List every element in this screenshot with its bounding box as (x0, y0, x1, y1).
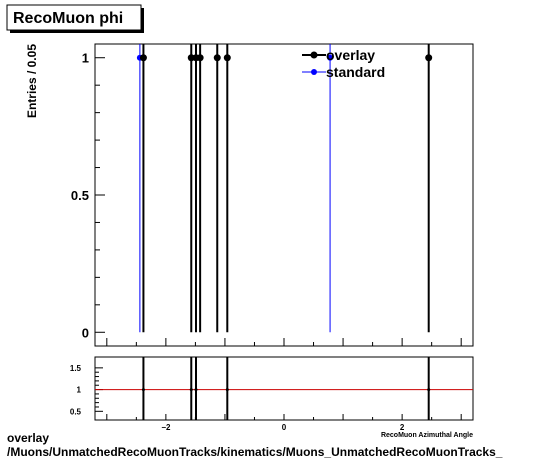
ratio-x-tick-label: −2 (161, 423, 171, 432)
y-tick-label: 0 (82, 325, 89, 340)
ratio-point (141, 388, 145, 392)
ratio-point (225, 388, 229, 392)
legend-overlay-label: overlay (326, 47, 375, 63)
ratio-x-tick-label: 2 (400, 423, 405, 432)
legend-standard-marker (311, 69, 317, 75)
ratio-y-tick-label: 1 (77, 386, 82, 395)
main-x-ticks (106, 338, 462, 346)
ratio-plot-frame (94, 356, 474, 421)
overlay-point (213, 54, 221, 62)
title-box (6, 4, 142, 31)
footer-line-2: /Muons/UnmatchedRecoMuonTracks/kinematic… (7, 445, 503, 459)
title-box-shadow (141, 8, 144, 32)
y-tick-label: 0.5 (71, 188, 89, 203)
legend: overlay standard (302, 47, 385, 80)
ratio-y-tick-label: 0.5 (70, 407, 82, 416)
y-axis-label: Entries / 0.05 (25, 44, 39, 118)
standard-point (327, 54, 334, 61)
ratio-point (189, 388, 193, 392)
ratio-x-tick-label: 0 (282, 423, 287, 432)
main-data-marks (136, 44, 433, 333)
overlay-point (139, 54, 147, 62)
legend-overlay-marker (310, 51, 318, 59)
overlay-point (425, 54, 433, 62)
ratio-y-tick-label: 1.5 (70, 364, 82, 373)
ratio-point (427, 388, 431, 392)
x-axis-label: RecoMuon Azimuthal Angle (381, 432, 473, 439)
overlay-point (196, 54, 204, 62)
overlay-point (223, 54, 231, 62)
title-box-shadow-bottom (10, 30, 144, 33)
ratio-panel: 0.5 1 1.5 −2 0 2 (70, 357, 473, 432)
y-tick-label: 1 (82, 51, 89, 66)
legend-standard-label: standard (326, 64, 385, 80)
ratio-point (194, 388, 198, 392)
chart-title: RecoMuon phi (13, 10, 123, 27)
main-y-ticks: 00.51 (71, 51, 105, 340)
footer-line-1: overlay (7, 431, 50, 445)
main-plot-frame (94, 43, 474, 347)
